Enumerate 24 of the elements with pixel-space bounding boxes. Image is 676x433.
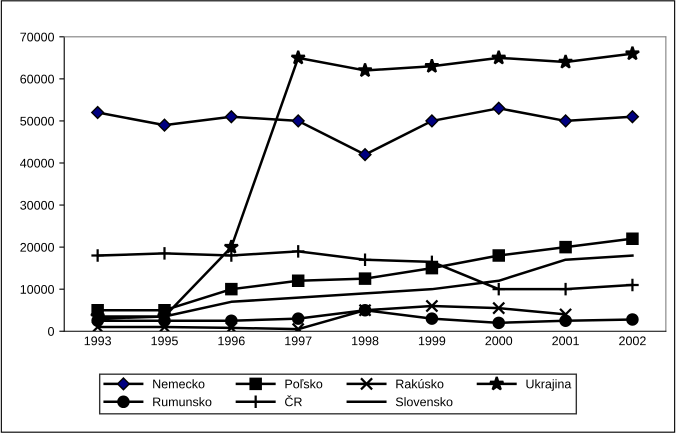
legend-label: ČR xyxy=(285,395,302,406)
x-tick-label: 1995 xyxy=(152,336,178,346)
legend-label: Nemecko xyxy=(153,379,204,388)
legend-label: Slovensko xyxy=(396,397,452,406)
y-tick-label: 60000 xyxy=(20,74,54,84)
y-tick-label: 40000 xyxy=(20,158,54,168)
x-tick-label: 2002 xyxy=(619,336,646,346)
x-tick-label: 1996 xyxy=(218,336,245,346)
y-tick-label: 20000 xyxy=(20,242,54,252)
legend-label: Rakúsko xyxy=(396,379,444,388)
x-tick-label: 1999 xyxy=(418,336,446,346)
legend-label: Ukrajina xyxy=(526,379,572,391)
x-tick-label: 1993 xyxy=(84,336,111,346)
legend-label: Rumunsko xyxy=(153,397,212,406)
x-tick-label: 1997 xyxy=(285,336,312,346)
y-tick-label: 10000 xyxy=(20,284,54,294)
x-tick-label: 1998 xyxy=(352,336,378,346)
y-tick-label: 0 xyxy=(48,327,54,336)
y-tick-label: 30000 xyxy=(20,200,54,210)
y-tick-label: 50000 xyxy=(20,116,54,126)
x-tick-label: 2001 xyxy=(552,336,579,346)
legend-label: Poľsko xyxy=(285,379,322,388)
x-tick-label: 2000 xyxy=(485,336,512,346)
y-tick-label: 70000 xyxy=(20,32,54,42)
